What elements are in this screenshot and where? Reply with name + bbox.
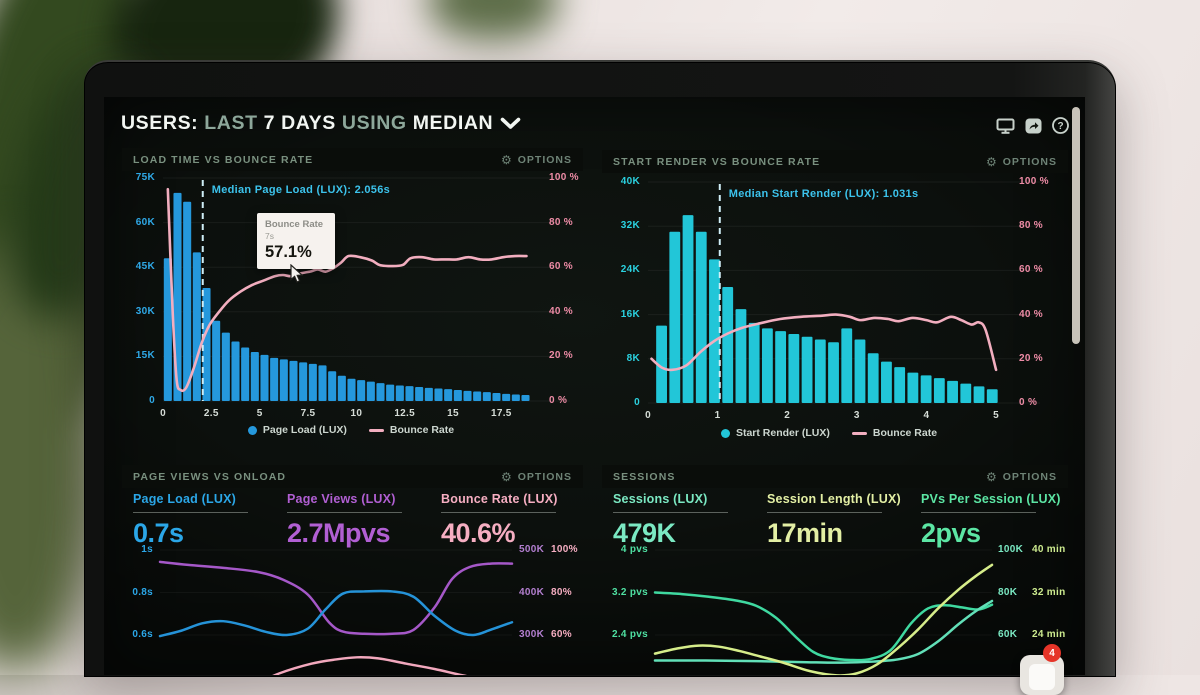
panel-title: LOAD TIME VS BOUNCE RATE	[133, 153, 314, 166]
gear-icon: ⚙	[985, 154, 998, 169]
tooltip-value: 57.1%	[265, 243, 312, 261]
options-label: OPTIONS	[1002, 155, 1057, 168]
legend-item[interactable]: Bounce Rate	[851, 427, 938, 439]
title-part: USING	[335, 112, 407, 134]
tooltip-series-label: Bounce Rate	[265, 219, 324, 230]
tooltip-x-value: 7s	[265, 231, 274, 241]
panel-header-start-render: START RENDER VS BOUNCE RATE ⚙ OPTIONS	[602, 150, 1068, 173]
options-button[interactable]: ⚙ OPTIONS	[501, 471, 572, 483]
page-title: USERS: LAST 7 DAYS USING MEDIAN	[121, 112, 493, 135]
panel-title: SESSIONS	[613, 470, 676, 483]
title-part: USERS:	[121, 112, 199, 134]
gear-icon: ⚙	[500, 469, 513, 484]
title-part: LAST	[198, 112, 258, 134]
legend-item[interactable]: Start Render (LUX)	[720, 427, 830, 439]
gear-icon: ⚙	[985, 469, 998, 484]
display-icon[interactable]	[996, 118, 1015, 134]
share-icon[interactable]	[1025, 118, 1042, 134]
legend-label: Bounce Rate	[872, 427, 938, 439]
panel-title: PAGE VIEWS VS ONLOAD	[133, 470, 287, 483]
options-button[interactable]: ⚙ OPTIONS	[501, 154, 572, 166]
panel-header-page-views: PAGE VIEWS VS ONLOAD ⚙ OPTIONS	[122, 465, 583, 488]
panel-title: START RENDER VS BOUNCE RATE	[613, 155, 821, 168]
title-part: 7 DAYS	[257, 112, 336, 134]
chart-tooltip: Bounce Rate 7s 57.1%	[257, 213, 335, 269]
help-icon[interactable]: ?	[1052, 117, 1069, 134]
chat-widget-button[interactable]	[1020, 655, 1064, 695]
legend-item[interactable]: Page Load (LUX)	[247, 424, 347, 436]
dashboard-screen	[104, 97, 1085, 675]
legend-dot-marker	[720, 428, 730, 438]
legend-line-marker	[368, 428, 384, 432]
legend-label: Start Render (LUX)	[735, 427, 830, 439]
options-button[interactable]: ⚙ OPTIONS	[986, 471, 1057, 483]
legend-label: Bounce Rate	[389, 424, 455, 436]
mouse-cursor	[290, 264, 304, 283]
panel-header-sessions: SESSIONS ⚙ OPTIONS	[602, 465, 1068, 488]
legend-line-marker	[851, 431, 867, 435]
legend-label: Page Load (LUX)	[262, 424, 347, 436]
gear-icon: ⚙	[500, 152, 513, 167]
plant-leaf-blur	[428, 0, 558, 40]
options-label: OPTIONS	[517, 470, 572, 483]
svg-text:?: ?	[1057, 121, 1063, 132]
legend-dot-marker	[247, 425, 257, 435]
chevron-down-icon	[500, 117, 521, 129]
dashboard-title-dropdown[interactable]: USERS: LAST 7 DAYS USING MEDIAN	[121, 112, 521, 135]
title-part: MEDIAN	[406, 112, 494, 134]
screen-vignette	[104, 97, 1085, 675]
chat-widget-icon	[1029, 664, 1055, 690]
panel-header-load-time: LOAD TIME VS BOUNCE RATE ⚙ OPTIONS	[122, 148, 583, 171]
notification-badge: 4	[1043, 644, 1061, 662]
options-button[interactable]: ⚙ OPTIONS	[986, 156, 1057, 168]
chart-legend: Page Load (LUX) Bounce Rate	[211, 424, 491, 436]
legend-item[interactable]: Bounce Rate	[368, 424, 455, 436]
chart-legend: Start Render (LUX) Bounce Rate	[689, 427, 969, 439]
options-label: OPTIONS	[1002, 470, 1057, 483]
options-label: OPTIONS	[517, 153, 572, 166]
scrollbar-thumb[interactable]	[1072, 107, 1080, 344]
